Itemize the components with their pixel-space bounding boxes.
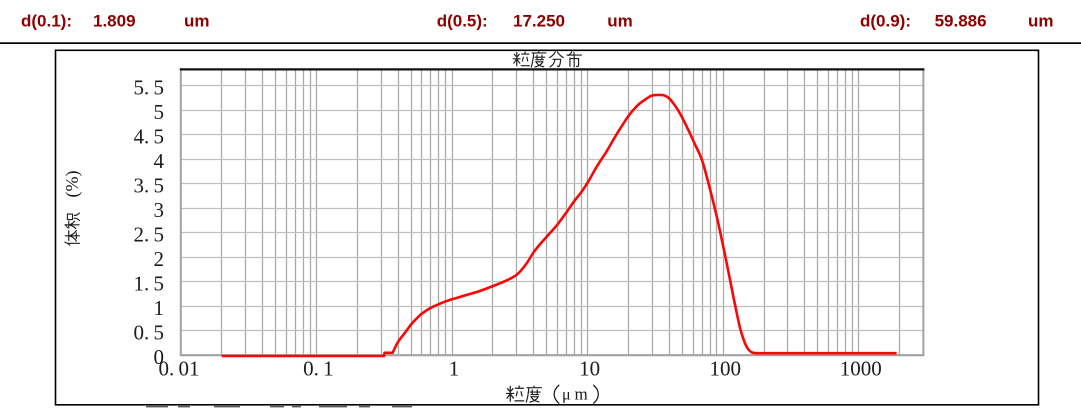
svg-text:μ: μ bbox=[562, 387, 571, 404]
svg-text:1: 1 bbox=[154, 296, 165, 320]
svg-text:1: 1 bbox=[449, 356, 460, 380]
svg-text:0. 5: 0. 5 bbox=[134, 320, 164, 344]
svg-text:um: um bbox=[607, 11, 633, 30]
svg-text:m: m bbox=[575, 385, 588, 404]
svg-text:4: 4 bbox=[154, 149, 165, 173]
svg-text:um: um bbox=[184, 11, 210, 30]
svg-text:1000: 1000 bbox=[840, 356, 882, 380]
svg-text:1. 5: 1. 5 bbox=[134, 271, 164, 295]
svg-text:100: 100 bbox=[709, 356, 741, 380]
svg-text:2. 5: 2. 5 bbox=[134, 222, 164, 246]
svg-text:5. 5: 5. 5 bbox=[134, 75, 164, 99]
svg-text:3: 3 bbox=[154, 198, 165, 222]
svg-text:(%): (%) bbox=[62, 171, 83, 198]
svg-text:4. 5: 4. 5 bbox=[134, 124, 164, 148]
svg-text:10: 10 bbox=[579, 356, 600, 380]
svg-text:um: um bbox=[1028, 11, 1054, 30]
svg-text:d(0.9):: d(0.9): bbox=[860, 11, 911, 30]
svg-text:5: 5 bbox=[154, 100, 165, 124]
svg-text:3. 5: 3. 5 bbox=[134, 173, 164, 197]
svg-text:0. 1: 0. 1 bbox=[303, 356, 333, 380]
svg-text:0: 0 bbox=[154, 345, 165, 369]
svg-text:1.809: 1.809 bbox=[93, 11, 136, 30]
svg-text:2: 2 bbox=[154, 247, 165, 271]
svg-text:d(0.5):: d(0.5): bbox=[437, 11, 488, 30]
svg-text:17.250: 17.250 bbox=[513, 11, 565, 30]
svg-text:0. 01: 0. 01 bbox=[159, 356, 200, 380]
svg-text:59.886: 59.886 bbox=[935, 11, 987, 30]
svg-text:d(0.1):: d(0.1): bbox=[21, 11, 72, 30]
